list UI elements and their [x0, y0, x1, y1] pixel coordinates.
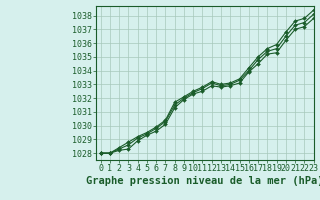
X-axis label: Graphe pression niveau de la mer (hPa): Graphe pression niveau de la mer (hPa)	[86, 176, 320, 186]
